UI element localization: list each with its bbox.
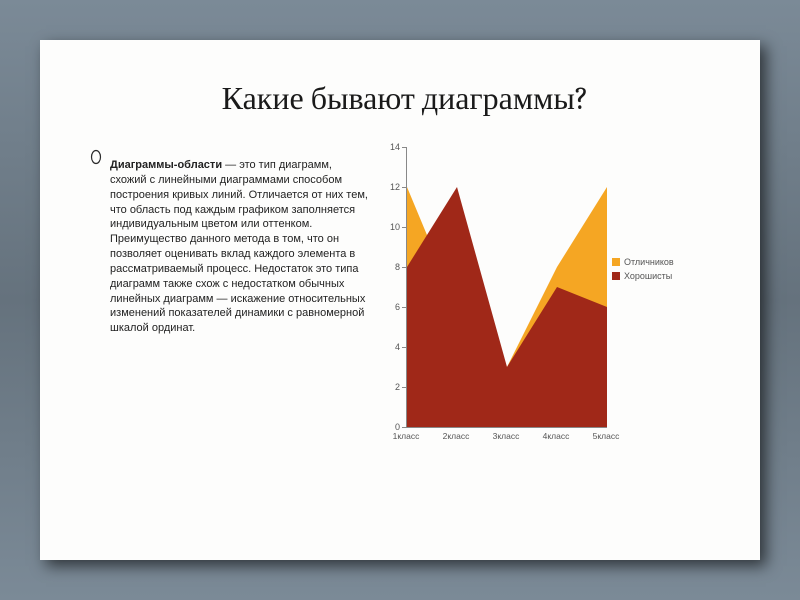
ytick-label: 14 (380, 142, 400, 152)
xtick-label: 5класс (593, 431, 620, 441)
bullet-oval-icon (90, 149, 102, 169)
legend-label: Хорошисты (624, 271, 672, 281)
legend-swatch-icon (612, 272, 620, 280)
ytick-mark (402, 187, 406, 188)
area-chart: ОтличниковХорошисты 024681012141класс2кл… (380, 147, 680, 457)
ytick-label: 2 (380, 382, 400, 392)
ytick-label: 6 (380, 302, 400, 312)
ytick-label: 12 (380, 182, 400, 192)
text-column: Диаграммы-области — это тип диаграмм, сх… (90, 147, 370, 457)
ytick-mark (402, 307, 406, 308)
legend-label: Отличников (624, 257, 674, 267)
ytick-mark (402, 147, 406, 148)
slide-title: Какие бывают диаграммы? (90, 80, 720, 117)
chart-column: ОтличниковХорошисты 024681012141класс2кл… (380, 147, 720, 457)
description-lead: Диаграммы-области (110, 159, 222, 171)
legend: Отличников Хорошисты (612, 257, 674, 285)
ytick-mark (402, 427, 406, 428)
description-text: Диаграммы-области — это тип диаграмм, сх… (110, 158, 370, 336)
legend-swatch-icon (612, 258, 620, 266)
ytick-label: 4 (380, 342, 400, 352)
ytick-label: 10 (380, 222, 400, 232)
area-svg (407, 147, 607, 427)
content-row: Диаграммы-области — это тип диаграмм, сх… (90, 147, 720, 457)
xtick-label: 2класс (443, 431, 470, 441)
legend-item: Хорошисты (612, 271, 674, 281)
plot-area (406, 147, 607, 428)
area-series (407, 187, 607, 427)
slide-backdrop: Какие бывают диаграммы? Диаграммы-област… (0, 0, 800, 600)
ytick-mark (402, 347, 406, 348)
xtick-label: 3класс (493, 431, 520, 441)
ytick-mark (402, 227, 406, 228)
slide-card: Какие бывают диаграммы? Диаграммы-област… (40, 40, 760, 560)
xtick-label: 4класс (543, 431, 570, 441)
xtick-label: 1класс (393, 431, 420, 441)
ytick-mark (402, 387, 406, 388)
ytick-mark (402, 267, 406, 268)
ytick-label: 8 (380, 262, 400, 272)
description-body: — это тип диаграмм, схожий с линейными д… (110, 159, 368, 334)
legend-item: Отличников (612, 257, 674, 267)
